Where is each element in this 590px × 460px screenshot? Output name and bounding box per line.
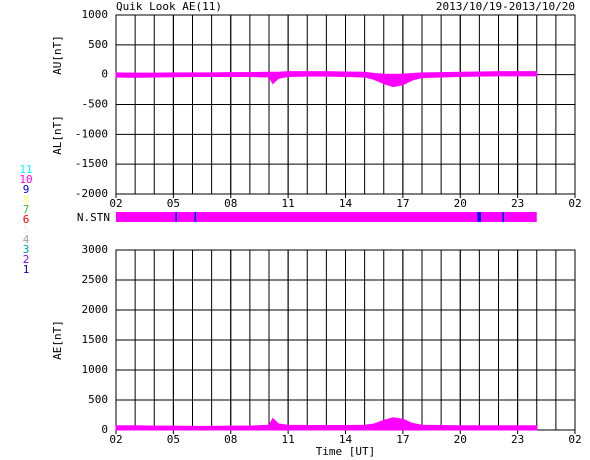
station-legend-label: 8 [23,193,30,206]
area [115,417,538,431]
y-tick-label: -1500 [75,157,108,170]
x-axis-label: Time [UT] [316,445,376,458]
y-tick-label: 500 [88,393,108,406]
y-tick-label: 3000 [82,243,109,256]
x-tick-label: 14 [339,433,353,446]
y-axis-label: AL[nT] [51,115,64,155]
y-tick-label: 1000 [82,8,109,21]
x-tick-label: 17 [396,197,409,210]
station-legend-label: 3 [23,243,30,256]
station-legend-label: 6 [23,213,30,226]
page-title: Quik Look AE(11) [116,0,222,13]
x-tick-label: 23 [511,433,524,446]
y-tick-label: 2000 [82,303,109,316]
area [115,71,538,76]
station-count-segment [177,212,195,222]
x-tick-label: 11 [282,433,295,446]
y-tick-label: -500 [82,98,109,111]
plot-frame [115,14,576,195]
y-tick-label: -2000 [75,187,108,200]
x-tick-label: 23 [511,197,524,210]
n-stn-label: N.STN [77,211,110,224]
station-legend-label: 1 [23,263,30,276]
y-tick-label: -1000 [75,127,108,140]
station-legend-label: 5 [23,223,30,236]
x-tick-label: 08 [224,433,237,446]
x-tick-label: 17 [396,433,409,446]
x-tick-label: 08 [224,197,237,210]
date-range: 2013/10/19-2013/10/20 [436,0,575,13]
station-legend-label: 4 [23,233,30,246]
station-count-segment [481,212,503,222]
station-legend-label: 7 [23,203,30,216]
x-tick-label: 05 [167,197,180,210]
x-tick-label: 02 [109,433,122,446]
station-count-segment [116,212,176,222]
x-tick-label: 20 [454,197,467,210]
station-count-segment [175,212,178,222]
station-count-segment [502,212,505,222]
x-tick-label: 05 [167,433,180,446]
x-tick-label: 02 [568,197,581,210]
y-axis-label: AE[nT] [51,320,64,360]
y-tick-label: 2500 [82,273,109,286]
station-legend-label: 9 [23,183,30,196]
station-count-segment [196,212,478,222]
station-count-segment [477,212,482,222]
x-tick-label: 02 [109,197,122,210]
y-tick-label: 1500 [82,333,109,346]
x-tick-label: 20 [454,433,467,446]
y-tick-label: 500 [88,38,108,51]
station-count-segment [194,212,197,222]
station-legend-label: 11 [19,163,32,176]
y-tick-label: 1000 [82,363,109,376]
x-tick-label: 14 [339,197,353,210]
station-count-segment [504,212,537,222]
x-tick-label: 02 [568,433,581,446]
station-legend-label: 10 [19,173,32,186]
y-axis-label: AU[nT] [51,35,64,75]
area [115,74,538,88]
x-tick-label: 11 [282,197,295,210]
y-tick-label: 0 [101,423,108,436]
station-legend-label: 2 [23,253,30,266]
y-tick-label: 0 [101,68,108,81]
